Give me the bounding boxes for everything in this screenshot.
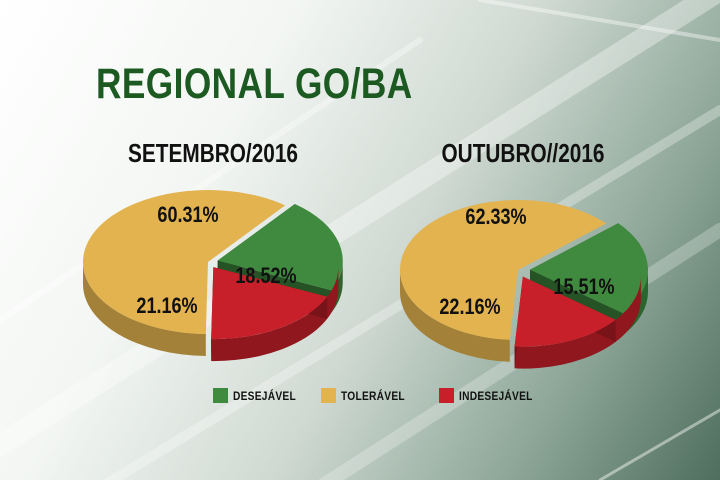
slice-label-1-2: 15.51%: [553, 275, 614, 299]
pie-slice-1-2: [514, 276, 641, 369]
slice-label-0-2: 18.52%: [235, 264, 296, 288]
pie-chart-0: 60.31% 21.16% 18.52%: [83, 190, 343, 362]
pie-slice-0-2: [211, 267, 339, 362]
page-title: REGIONAL GO/BA: [96, 60, 413, 108]
slice-label-0-1: 21.16%: [136, 294, 197, 318]
slice-label-1-1: 22.16%: [439, 295, 500, 319]
chart-title-setembro: SETEMBRO/2016: [128, 138, 298, 168]
legend-item-toleravel: TOLERÁVEL: [321, 388, 416, 403]
pie-slice-1-0: [400, 200, 607, 362]
legend-label-indesejavel: INDESEJÁVEL: [459, 388, 533, 403]
legend-item-indesejavel: INDESEJÁVEL: [439, 388, 546, 403]
legend-label-toleravel: TOLERÁVEL: [341, 388, 405, 403]
pie-chart-1: 62.33% 22.16% 15.51%: [400, 200, 648, 369]
legend-swatch-desejavel: [213, 388, 228, 403]
pie-slice-0-0: [83, 190, 286, 356]
slice-label-1-0: 62.33%: [465, 205, 526, 229]
chart-title-outubro: OUTUBRO//2016: [441, 138, 605, 168]
legend-label-desejavel: DESEJÁVEL: [233, 388, 296, 403]
slice-label-0-0: 60.31%: [157, 203, 218, 227]
legend-swatch-toleravel: [321, 388, 336, 403]
legend-item-desejavel: DESEJÁVEL: [213, 388, 307, 403]
legend-swatch-indesejavel: [439, 388, 454, 403]
